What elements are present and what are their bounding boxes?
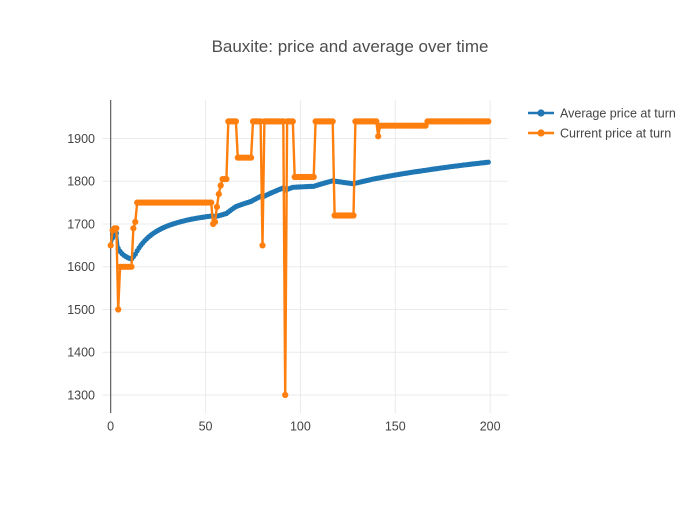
- y-tick-label: 1600: [67, 260, 95, 274]
- series-current-price[interactable]: [107, 118, 492, 399]
- legend: Average price at turn Current price at t…: [528, 107, 676, 141]
- gridlines: [102, 100, 508, 413]
- x-tick-label: 150: [385, 420, 406, 434]
- x-tick-label: 100: [290, 420, 311, 434]
- y-tick-label: 1900: [67, 132, 95, 146]
- legend-item-average[interactable]: Average price at turn: [528, 107, 676, 121]
- chart-title: Bauxite: price and average over time: [212, 37, 489, 56]
- x-tick-label: 0: [107, 420, 114, 434]
- y-tick-label: 1800: [67, 175, 95, 189]
- y-tick-label: 1400: [67, 346, 95, 360]
- legend-label-current[interactable]: Current price at turn: [560, 127, 671, 141]
- legend-item-current[interactable]: Current price at turn: [528, 127, 671, 141]
- legend-label-average[interactable]: Average price at turn: [560, 107, 676, 121]
- x-tick-label: 50: [199, 420, 213, 434]
- current-price-markers: [107, 118, 492, 399]
- y-axis-tick-labels: 1300 1400 1500 1600 1700 1800 1900: [67, 132, 95, 403]
- y-tick-label: 1300: [67, 388, 95, 402]
- current-price-line: [109, 120, 489, 397]
- x-axis-tick-labels: 0 50 100 150 200: [107, 420, 500, 434]
- x-tick-label: 200: [480, 420, 501, 434]
- legend-swatch-current-marker-icon: [537, 129, 545, 137]
- legend-swatch-average-marker-icon: [537, 109, 545, 117]
- y-tick-label: 1700: [67, 217, 95, 231]
- y-tick-label: 1500: [67, 303, 95, 317]
